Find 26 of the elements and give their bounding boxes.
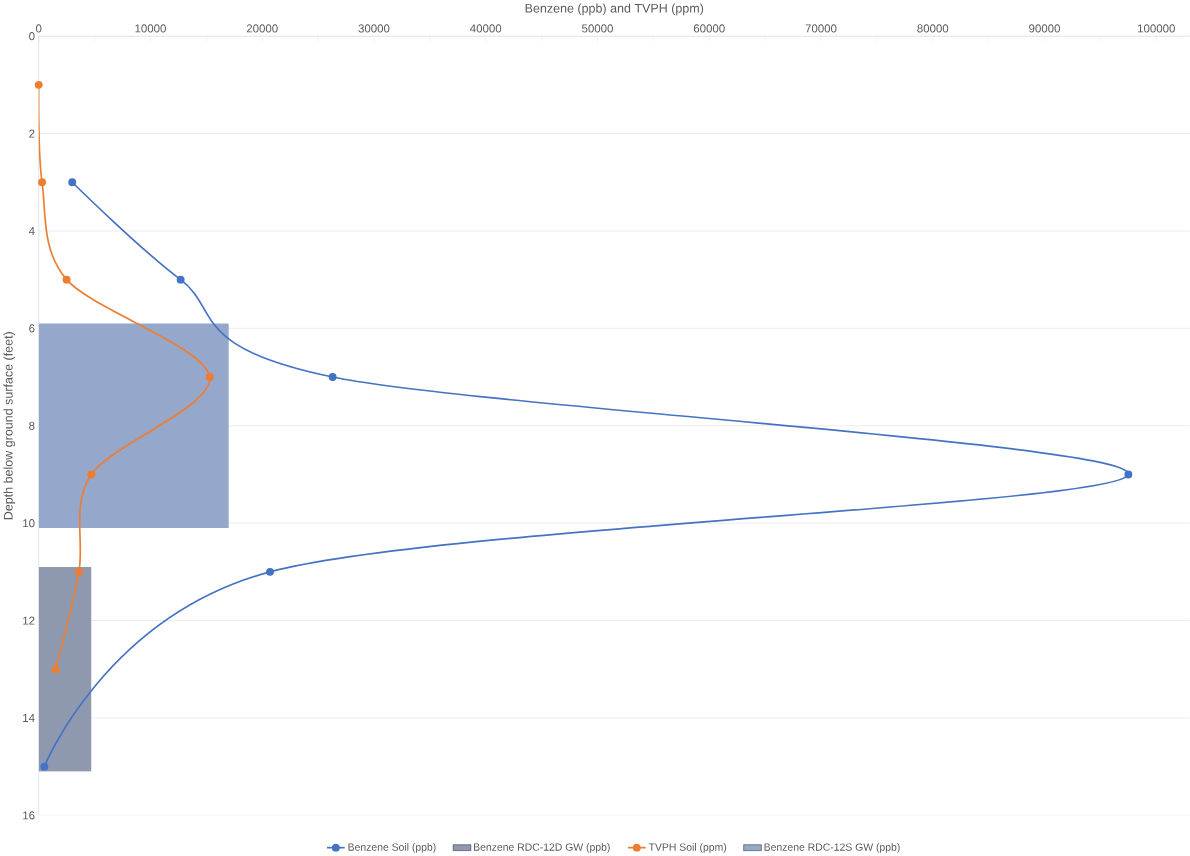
- y-tick-label: 4: [28, 226, 35, 235]
- legend-label: TVPH Soil (ppm): [648, 842, 727, 853]
- legend-label: Benzene RDC-12S GW (ppb): [764, 842, 900, 853]
- y-tick-label: 14: [23, 713, 35, 722]
- x-axis-title: Benzene (ppb) and TVPH (ppm): [525, 3, 704, 15]
- x-tick-label: 80000: [917, 24, 949, 33]
- x-tick-label: 60000: [693, 24, 725, 33]
- y-tick-label: 10: [23, 518, 35, 528]
- y-tick-label: 12: [23, 616, 35, 625]
- legend-label: Benzene RDC-12D GW (ppb): [474, 842, 610, 853]
- y-tick-label: 2: [29, 129, 35, 138]
- y-tick-label: 6: [29, 324, 35, 333]
- x-tick-label: 20000: [246, 24, 278, 33]
- x-tick-label: 40000: [470, 24, 502, 33]
- x-tick-label: 90000: [1029, 24, 1060, 33]
- legend-label: Benzene Soil (ppb): [348, 842, 436, 853]
- x-tick-label: 10000: [135, 24, 166, 33]
- x-tick-label: 30000: [358, 24, 390, 33]
- x-tick-label: 70000: [805, 24, 837, 33]
- x-tick-label: 0: [35, 24, 42, 33]
- x-tick-label: 100000: [1138, 24, 1175, 33]
- y-tick-label: 16: [23, 811, 35, 820]
- y-tick-label: 0: [29, 31, 35, 41]
- y-tick-label: 8: [29, 421, 35, 430]
- y-axis-title: Depth below ground surface (feet): [3, 331, 16, 520]
- x-tick-label: 50000: [582, 24, 613, 33]
